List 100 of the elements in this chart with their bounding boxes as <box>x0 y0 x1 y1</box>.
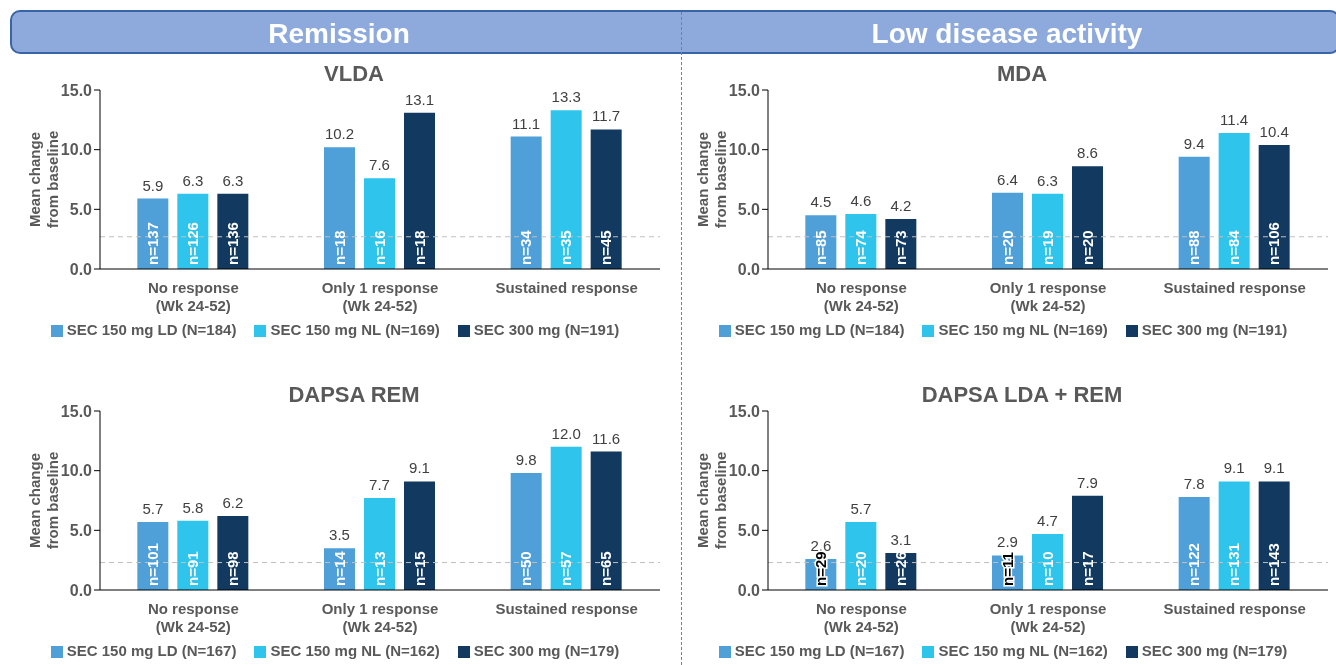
annotation: n=20 <box>998 230 1016 265</box>
annotation: n=10 <box>1038 551 1056 586</box>
data-label: 11.4 <box>1220 110 1249 128</box>
bar <box>324 147 355 269</box>
x-tick-label: Only 1 response (Wk 24-52) <box>321 600 439 635</box>
y-tick-label: 15.0 <box>60 402 93 420</box>
data-label: 5.8 <box>182 498 204 516</box>
y-tick-label: 15.0 <box>60 81 93 99</box>
data-label: 5.9 <box>142 176 164 194</box>
x-tick-label: Sustained response <box>495 279 638 296</box>
annotation: n=73 <box>891 230 909 265</box>
y-axis-title: Mean change from baseline <box>694 130 729 229</box>
data-label: 13.3 <box>551 88 581 106</box>
x-tick-label: Only 1 response (Wk 24-52) <box>989 279 1107 314</box>
data-label: 6.3 <box>182 171 204 189</box>
data-label: 9.1 <box>409 459 430 477</box>
bar <box>590 129 622 269</box>
bar <box>590 451 622 590</box>
annotation: n=136 <box>223 222 241 265</box>
y-axis-title: Mean change from baseline <box>694 451 729 550</box>
data-label: 6.3 <box>222 171 244 189</box>
y-tick-label: 0.0 <box>737 581 761 599</box>
legend-label: SEC 150 mg LD (N=167) <box>66 642 237 659</box>
annotation: n=26 <box>891 551 909 586</box>
data-label: 6.2 <box>222 494 244 512</box>
data-label: 2.9 <box>997 533 1018 551</box>
annotation: n=101 <box>143 543 161 586</box>
annotation: n=19 <box>1038 230 1056 265</box>
bar <box>510 136 542 269</box>
x-tick-label: No response (Wk 24-52) <box>815 279 907 314</box>
y-axis-title: Mean change from baseline <box>26 130 61 229</box>
legend-label: SEC 150 mg LD (N=184) <box>66 321 237 338</box>
legend-label: SEC 300 mg (N=179) <box>1141 642 1288 659</box>
annotation: n=13 <box>370 551 388 586</box>
y-tick-label: 5.0 <box>69 201 93 219</box>
annotation: n=65 <box>597 551 615 586</box>
annotation: n=88 <box>1185 230 1203 265</box>
annotation: n=143 <box>1265 543 1283 586</box>
legend-label: SEC 300 mg (N=191) <box>1141 321 1288 338</box>
annotation: n=16 <box>370 230 388 265</box>
data-label: 4.5 <box>810 193 832 211</box>
annotation: n=84 <box>1225 229 1243 265</box>
annotation: n=20 <box>851 551 869 586</box>
y-tick-label: 10.0 <box>728 141 761 159</box>
data-label: 7.7 <box>369 476 390 494</box>
chart-subtitle: Low disease activity <box>870 17 1144 51</box>
data-label: 4.7 <box>1037 511 1058 529</box>
annotation: n=15 <box>410 551 428 586</box>
data-label: 13.1 <box>404 90 435 108</box>
data-label: 4.6 <box>850 192 872 210</box>
bar <box>1072 166 1103 269</box>
data-label: 6.3 <box>1037 171 1058 189</box>
annotation: n=50 <box>517 551 535 586</box>
bar <box>550 446 582 590</box>
annotation: n=91 <box>183 551 201 586</box>
y-tick-label: 0.0 <box>737 260 761 278</box>
data-label: 7.9 <box>1077 473 1098 491</box>
annotation: n=17 <box>1078 551 1096 586</box>
legend-label: SEC 300 mg (N=179) <box>473 642 620 659</box>
annotation: n=34 <box>517 229 535 265</box>
annotation: n=122 <box>1185 543 1203 586</box>
annotation: n=29 <box>811 551 829 586</box>
legend-label: SEC 150 mg NL (N=169) <box>938 321 1108 338</box>
data-label: 11.6 <box>592 429 621 447</box>
data-label: 6.4 <box>997 170 1018 188</box>
annotation: n=18 <box>330 230 348 265</box>
data-label: 9.1 <box>1263 459 1285 477</box>
y-tick-label: 5.0 <box>69 522 93 540</box>
y-axis-title: Mean change from baseline <box>26 451 61 550</box>
legend-label: SEC 150 mg NL (N=162) <box>270 642 440 659</box>
x-tick-label: Sustained response <box>1163 279 1306 296</box>
bar <box>1178 496 1210 590</box>
chart-title: DAPSA LDA + REM <box>921 382 1123 407</box>
data-label: 7.8 <box>1183 474 1205 492</box>
chart-title: MDA <box>996 61 1048 86</box>
data-label: 10.4 <box>1259 122 1289 140</box>
data-label: 4.2 <box>890 196 912 214</box>
bar <box>1072 495 1103 590</box>
annotation: n=11 <box>998 552 1016 586</box>
bar <box>1258 144 1290 269</box>
bar <box>1218 481 1250 590</box>
legend-label: SEC 300 mg (N=191) <box>473 321 620 338</box>
data-label: 10.2 <box>324 125 355 143</box>
data-label: 9.8 <box>515 451 537 469</box>
legend-label: SEC 150 mg NL (N=169) <box>270 321 440 338</box>
data-label: 3.5 <box>329 526 350 544</box>
bar <box>404 481 435 590</box>
chart-subtitle: Remission <box>267 17 411 51</box>
chart-title: VLDA <box>324 61 384 86</box>
bar <box>364 178 395 269</box>
data-label: 11.1 <box>512 114 541 132</box>
data-label: 8.6 <box>1077 144 1098 162</box>
annotation: n=14 <box>330 550 348 586</box>
annotation: n=74 <box>851 229 869 265</box>
y-tick-label: 0.0 <box>69 260 93 278</box>
annotation: n=85 <box>811 230 829 265</box>
annotation: n=57 <box>557 551 575 586</box>
bar <box>1032 193 1063 269</box>
x-tick-label: Sustained response <box>495 600 638 617</box>
y-tick-label: 10.0 <box>60 141 93 159</box>
